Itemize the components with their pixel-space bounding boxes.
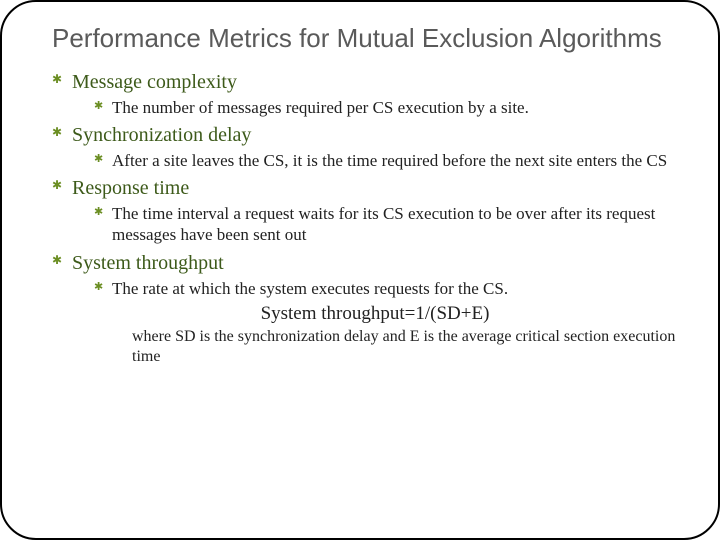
item-label: Synchronization delay (72, 122, 678, 148)
list-item: Synchronization delay After a site leave… (52, 122, 678, 171)
item-label: Message complexity (72, 69, 678, 95)
formula-note: where SD is the synchronization delay an… (72, 327, 678, 367)
sub-item: The rate at which the system executes re… (94, 278, 678, 299)
bullet-list: Message complexity The number of message… (52, 69, 678, 367)
sub-list: The number of messages required per CS e… (72, 97, 678, 118)
list-item: Response time The time interval a reques… (52, 175, 678, 246)
item-label: System throughput (72, 250, 678, 276)
sub-list: The time interval a request waits for it… (72, 203, 678, 246)
sub-item: After a site leaves the CS, it is the ti… (94, 150, 678, 171)
sub-item: The time interval a request waits for it… (94, 203, 678, 246)
formula-text: System throughput=1/(SD+E) (72, 303, 678, 325)
item-label: Response time (72, 175, 678, 201)
slide-title: Performance Metrics for Mutual Exclusion… (52, 22, 678, 55)
sub-item: The number of messages required per CS e… (94, 97, 678, 118)
sub-list: The rate at which the system executes re… (72, 278, 678, 299)
list-item: Message complexity The number of message… (52, 69, 678, 118)
list-item: System throughput The rate at which the … (52, 250, 678, 367)
sub-list: After a site leaves the CS, it is the ti… (72, 150, 678, 171)
slide-frame: Performance Metrics for Mutual Exclusion… (0, 0, 720, 540)
